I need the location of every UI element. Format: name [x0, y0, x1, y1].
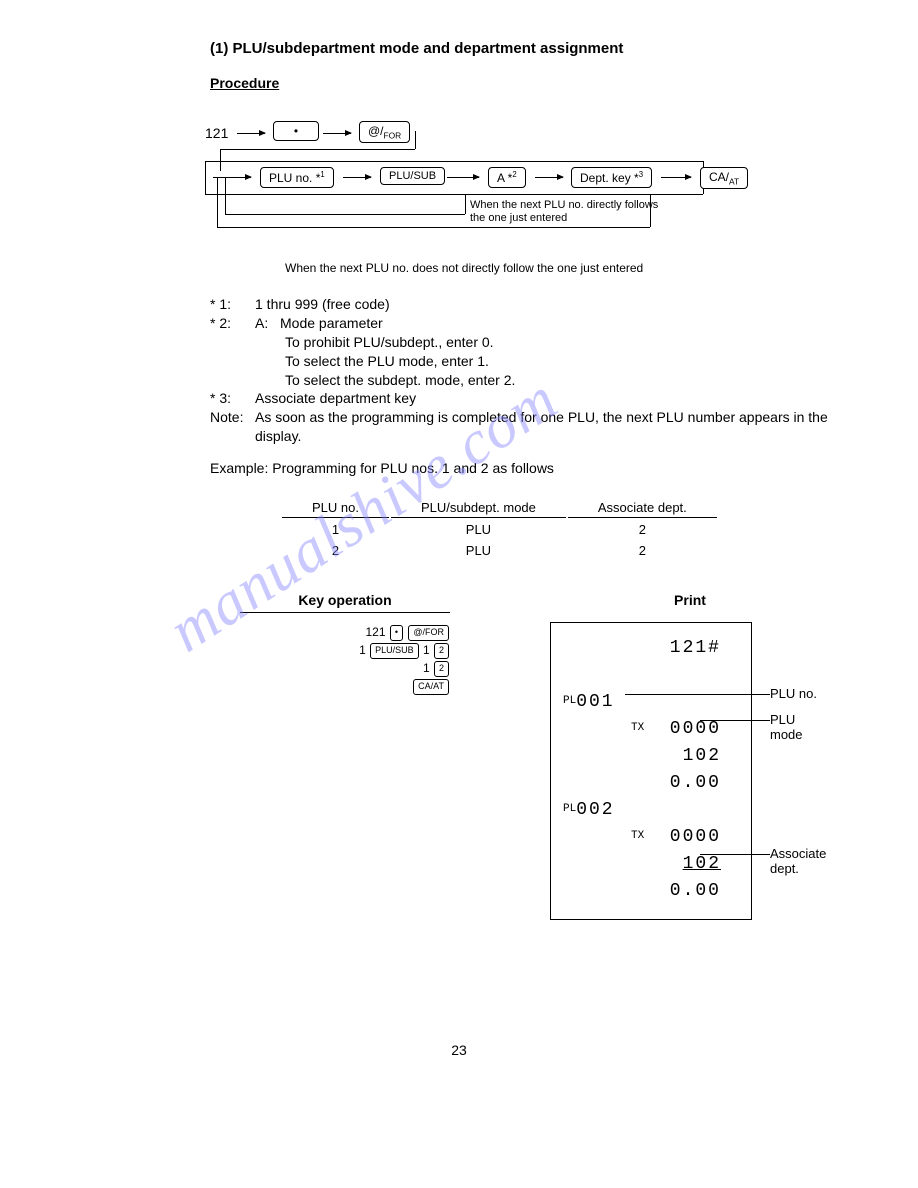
frame-bottom — [205, 194, 703, 195]
print-line: TX 0000 — [551, 824, 751, 851]
ex-th-0: PLU no. — [282, 498, 389, 518]
fn1-label: * 1: — [210, 295, 255, 314]
note-label: Note: — [210, 408, 255, 446]
print-line: 102 — [551, 851, 751, 878]
connector — [465, 194, 466, 214]
diagram-caption: When the next PLU no. does not directly … — [285, 261, 878, 275]
example-intro: Example: Programming for PLU nos. 1 and … — [210, 460, 878, 476]
table-row: 2 PLU 2 — [282, 541, 717, 560]
print-line: 0.00 — [551, 878, 751, 905]
fn2-a-text: Mode parameter — [280, 314, 383, 333]
page-content: (1) PLU/subdepartment mode and departmen… — [0, 0, 918, 960]
print-column: Print 121# PL001 TX 0000 102 0.00 PL002 … — [550, 592, 830, 920]
fn2-label: * 2: — [210, 314, 255, 333]
fn2-line3: To select the PLU mode, enter 1. — [285, 352, 878, 371]
print-line: 102 — [551, 743, 751, 770]
connector — [225, 177, 226, 214]
footnotes: * 1:1 thru 999 (free code) * 2:A:Mode pa… — [210, 295, 878, 446]
plu-sub-key: PLU/SUB — [380, 167, 445, 185]
fn2-line4: To select the subdept. mode, enter 2. — [285, 371, 878, 390]
ca-at-key: CA/AT — [413, 679, 449, 695]
ex-th-2: Associate dept. — [568, 498, 717, 518]
for-key: @/FOR — [359, 121, 410, 143]
key-op-header: Key operation — [240, 592, 450, 613]
dot-key: • — [390, 625, 403, 641]
annot-line — [700, 720, 770, 721]
print-line: 0.00 — [551, 770, 751, 797]
frame-top — [205, 161, 703, 162]
section-title: (1) PLU/subdepartment mode and departmen… — [210, 40, 878, 57]
procedure-diagram: 121 • @/FOR PLU no. *1 PLU/SUB A *2 Dept… — [205, 121, 878, 251]
num-key: 2 — [434, 643, 449, 659]
key-op-lines: 121 • @/FOR 1 PLU/SUB 1 2 1 2 CA/AT — [240, 623, 450, 695]
connector — [217, 177, 218, 227]
plu-sub-key: PLU/SUB — [370, 643, 419, 659]
key-operation-section: Key operation 121 • @/FOR 1 PLU/SUB 1 2 … — [240, 592, 878, 920]
frame-left — [205, 161, 206, 194]
arrow-icon — [213, 177, 251, 178]
connector — [225, 214, 465, 215]
dept-key: Dept. key *3 — [571, 167, 652, 188]
table-row: 1 PLU 2 — [282, 520, 717, 539]
fn3-text: Associate department key — [255, 389, 416, 408]
annot-line — [700, 854, 770, 855]
for-key: @/FOR — [408, 625, 449, 641]
annot-line — [625, 694, 770, 695]
annot-plu-mode: PLU mode — [770, 712, 830, 742]
arrow-icon — [323, 133, 351, 134]
arrow-icon — [237, 133, 265, 134]
fn1-text: 1 thru 999 (free code) — [255, 295, 390, 314]
connector — [220, 149, 415, 150]
follows-note: When the next PLU no. directly follows t… — [470, 199, 658, 224]
key-operation-column: Key operation 121 • @/FOR 1 PLU/SUB 1 2 … — [240, 592, 450, 920]
annot-plu-no: PLU no. — [770, 686, 817, 701]
note-text: As soon as the programming is completed … — [255, 408, 878, 446]
connector — [415, 131, 416, 149]
fn2-line2: To prohibit PLU/subdept., enter 0. — [285, 333, 878, 352]
num-key: 2 — [434, 661, 449, 677]
print-line: PL002 — [551, 797, 751, 824]
arrow-icon — [535, 177, 563, 178]
page-number: 23 — [0, 1042, 918, 1058]
arrow-icon — [661, 177, 691, 178]
arrow-icon — [343, 177, 371, 178]
dot-key: • — [273, 121, 319, 141]
print-line: 121# — [551, 635, 751, 662]
plu-no-key: PLU no. *1 — [260, 167, 334, 188]
connector — [217, 227, 650, 228]
example-table: PLU no. PLU/subdept. mode Associate dept… — [280, 496, 719, 562]
print-receipt: 121# PL001 TX 0000 102 0.00 PL002 TX 000… — [550, 622, 752, 920]
ca-at-key: CA/AT — [700, 167, 748, 189]
code-121: 121 — [205, 125, 228, 141]
print-line — [551, 662, 751, 689]
fn3-label: * 3: — [210, 389, 255, 408]
procedure-label: Procedure — [210, 75, 878, 91]
fn2-a: A: — [255, 314, 280, 333]
arrow-icon — [447, 177, 479, 178]
print-header: Print — [550, 592, 830, 612]
annot-assoc: Associate dept. — [770, 846, 830, 876]
a-key: A *2 — [488, 167, 526, 188]
ex-th-1: PLU/subdept. mode — [391, 498, 566, 518]
connector — [220, 149, 221, 171]
